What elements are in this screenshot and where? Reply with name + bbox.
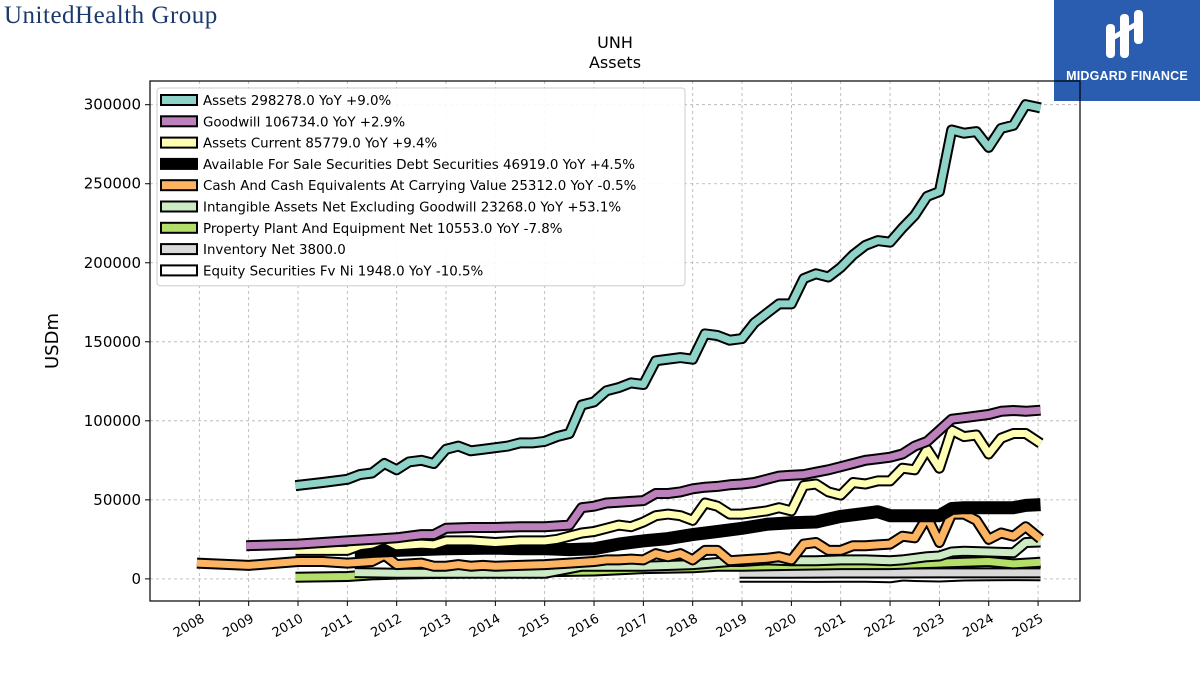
x-tick-label: 2020 — [763, 611, 799, 641]
legend-item: Equity Securities Fv Ni 1948.0 YoY -10.5… — [160, 264, 483, 279]
legend-item: Inventory Net 3800.0 — [160, 243, 346, 258]
y-tick-label: 0 — [131, 570, 141, 588]
x-tick-label: 2009 — [221, 611, 257, 641]
legend-item: Intangible Assets Net Excluding Goodwill… — [160, 200, 621, 216]
legend-item: Assets Current 85779.0 YoY +9.4% — [160, 136, 437, 152]
x-tick-label: 2016 — [566, 611, 602, 641]
legend-swatch — [160, 264, 198, 277]
legend-swatch — [160, 136, 198, 149]
series-line — [354, 536, 1041, 579]
legend-box — [156, 87, 686, 287]
x-tick-label: 2013 — [418, 611, 454, 641]
series-line — [295, 424, 1044, 556]
legend-item: Property Plant And Equipment Net 10553.0… — [160, 221, 563, 237]
midgard-emblem-icon — [1106, 10, 1143, 58]
legend-swatch — [160, 94, 198, 106]
legend-label: Cash And Cash Equivalents At Carrying Va… — [203, 179, 636, 194]
series-line — [354, 498, 1041, 559]
x-tick-label: 2008 — [171, 611, 207, 641]
chart-title: UNH — [597, 33, 633, 52]
legend-item: Cash And Cash Equivalents At Carrying Va… — [160, 179, 636, 194]
axes-frame — [149, 80, 1081, 602]
legend-label: Available For Sale Securities Debt Secur… — [203, 158, 635, 173]
x-tick-label: 2024 — [961, 611, 997, 641]
midgard-finance-logo: MIDGARD FINANCE — [1054, 0, 1200, 101]
legend-label: Equity Securities Fv Ni 1948.0 YoY -10.5… — [203, 264, 483, 279]
x-tick-label: 2010 — [270, 611, 306, 641]
y-tick-label: 50000 — [93, 491, 141, 509]
y-axis: 0 50000 100000 150000 200000 250000 300000 — [84, 96, 150, 588]
legend-label: Assets Current 85779.0 YoY +9.4% — [203, 137, 437, 152]
midgard-finance-wordmark: MIDGARD FINANCE — [1066, 69, 1188, 83]
y-axis-label: USDm — [42, 313, 63, 369]
series-line-outline — [354, 498, 1041, 559]
x-axis: 2008 2009 2010 2011 2012 2013 2014 2015 2016 2017… — [171, 601, 1046, 641]
x-tick-label: 2023 — [911, 611, 947, 641]
chart-subtitle: Assets — [589, 53, 641, 72]
y-tick-label: 100000 — [84, 412, 141, 430]
legend-label: Inventory Net 3800.0 — [203, 243, 346, 258]
legend-swatch — [160, 200, 198, 213]
series-lines — [196, 99, 1044, 584]
series-line-fill — [354, 538, 1041, 577]
x-tick-label: 2019 — [714, 611, 750, 641]
legend-item: Available For Sale Securities Debt Secur… — [160, 157, 635, 173]
x-tick-label: 2012 — [369, 611, 405, 641]
x-tick-label: 2022 — [862, 611, 898, 641]
x-tick-label: 2015 — [517, 611, 553, 641]
y-tick-label: 150000 — [84, 333, 141, 351]
series-line-fill — [246, 406, 1041, 550]
series-line — [246, 404, 1041, 552]
legend-item: Assets 298278.0 YoY +9.0% — [160, 94, 391, 109]
legend-item: Goodwill 106734.0 YoY +2.9% — [160, 115, 405, 130]
legend-label: Property Plant And Equipment Net 10553.0… — [203, 222, 563, 237]
x-tick-label: 2025 — [1010, 611, 1046, 641]
y-tick-label: 300000 — [84, 96, 141, 114]
unitedhealth-group-logo: UnitedHealth Group — [4, 2, 218, 29]
y-tick-label: 200000 — [84, 254, 141, 272]
series-line-fill — [295, 426, 1043, 554]
series-line-fill — [295, 101, 1042, 490]
x-tick-label: 2014 — [467, 611, 503, 641]
legend-label: Goodwill 106734.0 YoY +2.9% — [203, 115, 405, 130]
x-tick-label: 2021 — [813, 611, 849, 641]
x-tick-label: 2018 — [665, 611, 701, 641]
legend-swatch — [160, 243, 198, 256]
legend-label: Intangible Assets Net Excluding Goodwill… — [203, 201, 621, 216]
legend-swatch — [160, 221, 198, 234]
legend-swatch — [160, 115, 198, 128]
y-tick-label: 250000 — [84, 175, 141, 193]
legend: Assets 298278.0 YoY +9.0% Goodwill 106734… — [156, 87, 686, 287]
legend-swatch — [160, 157, 198, 170]
legend-label: Assets 298278.0 YoY +9.0% — [203, 94, 391, 109]
series-line — [294, 99, 1042, 492]
x-tick-label: 2017 — [615, 611, 651, 641]
legend-swatch — [160, 179, 198, 192]
x-tick-label: 2011 — [319, 611, 355, 641]
